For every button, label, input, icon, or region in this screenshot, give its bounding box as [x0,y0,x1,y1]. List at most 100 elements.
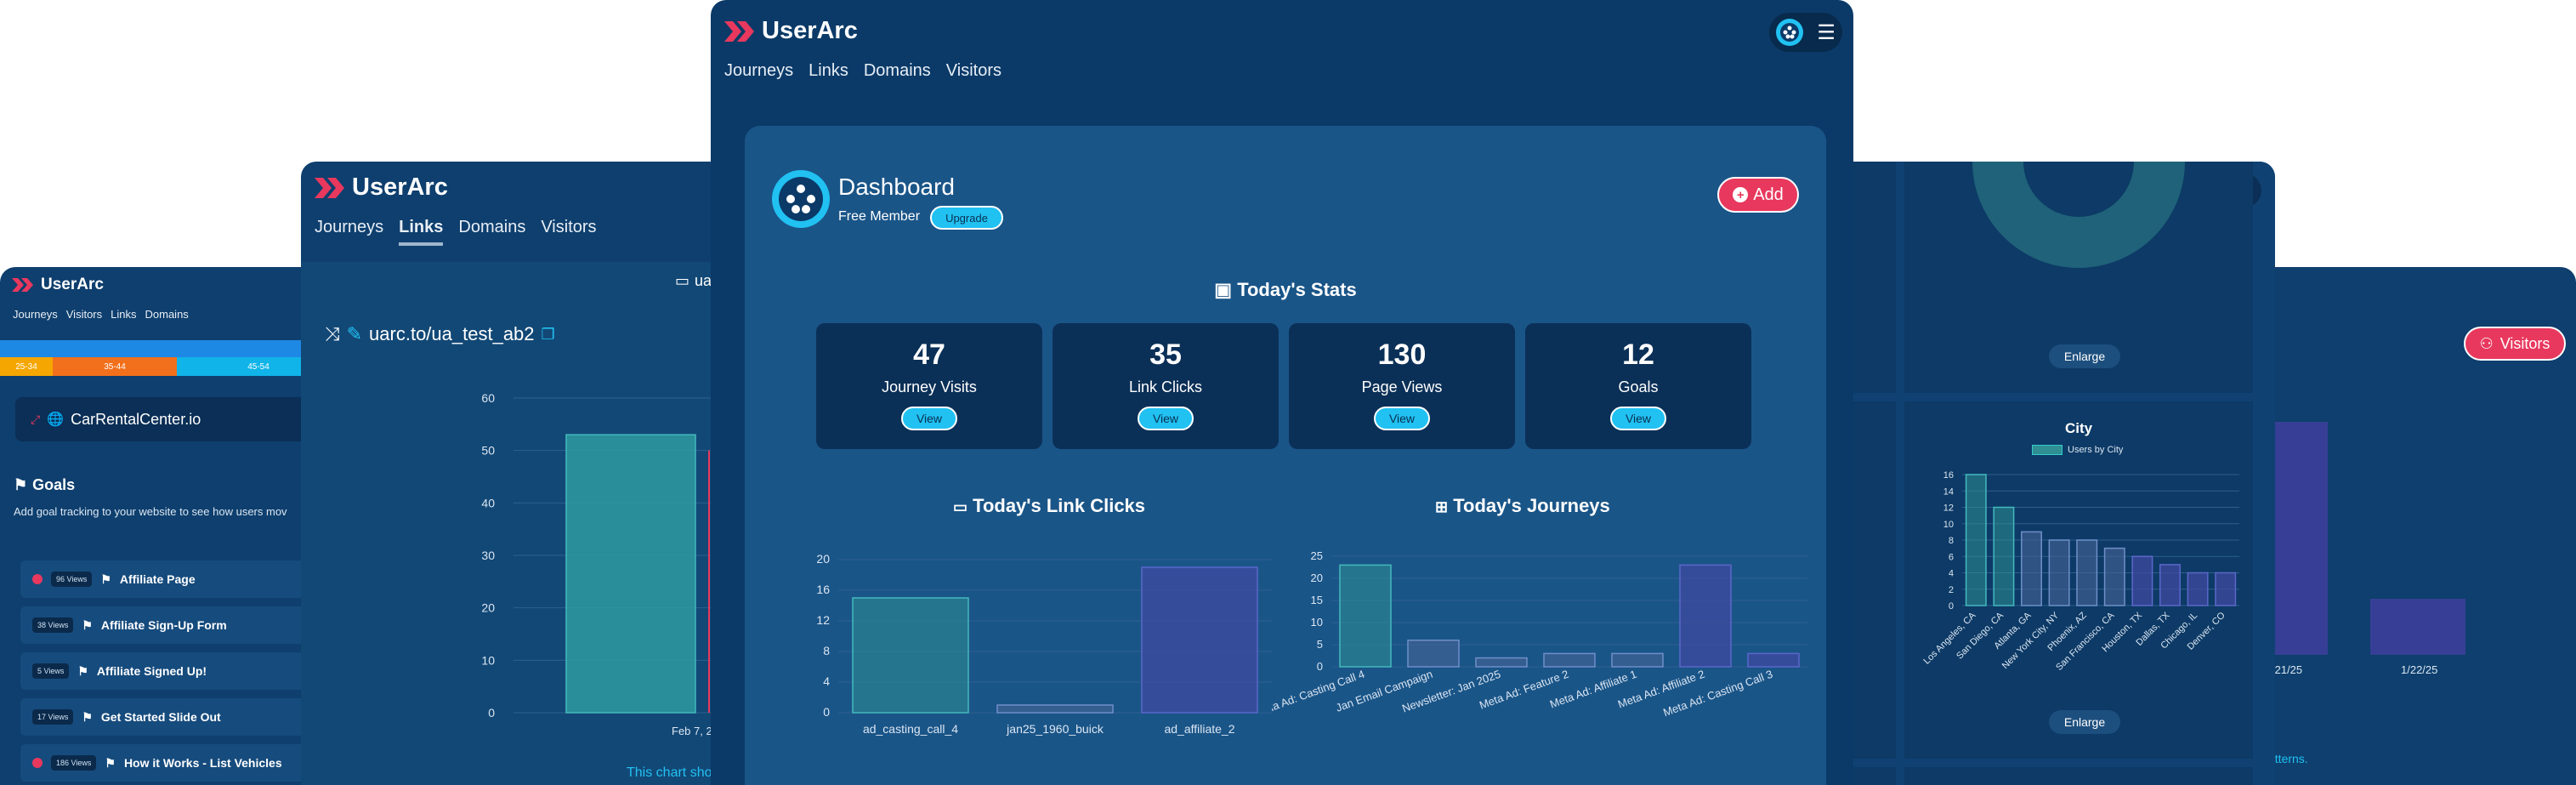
chart-bar [852,597,969,714]
y-tick-label: 10 [481,653,495,667]
view-button[interactable]: View [1138,407,1194,430]
chart-note: atterns. [2268,752,2308,765]
stat-value: 47 [913,338,945,371]
left-window: UserArc Journeys Visitors Links Domains … [0,267,340,785]
enlarge-button[interactable]: Enlarge [2049,344,2120,368]
y-tick-label: 40 [481,496,495,509]
chart-bar [2103,547,2125,606]
y-tick-label: 25 [1311,549,1323,562]
stat-value: 35 [1149,338,1182,371]
enlarge-button[interactable]: Enlarge [2049,710,2120,734]
chart-bar [1747,652,1800,668]
stats-title: ▣ Today's Stats [1214,279,1357,300]
view-button[interactable]: View [1610,407,1666,430]
x-tick-label: ad_casting_call_4 [863,722,958,736]
nav-domains[interactable]: Domains [863,61,931,80]
nav-links[interactable]: Links [809,61,848,80]
chart-bar [2131,555,2153,606]
chart-bar [2048,539,2070,606]
nav-visitors[interactable]: Visitors [541,218,597,236]
nav-domains[interactable]: Domains [458,218,526,236]
copy-icon[interactable]: ❐ [541,325,555,343]
upgrade-button[interactable]: Upgrade [930,206,1003,230]
y-tick-label: 10 [1311,616,1323,629]
right-window: ☰ Enlarge City Users by City 02468101214… [1819,162,2275,785]
stat-card-goals: 12 Goals View [1525,323,1751,449]
nav-journeys[interactable]: Journeys [724,61,794,80]
link-row[interactable]: ⤨ ✎ uarc.to/ua_test_ab2 ❐ [325,323,555,345]
city-panel: City Users by City 0 2 4 6 8 10 12 14 16 Los Ange… [1904,401,2253,759]
nav-links[interactable]: Links [111,308,137,321]
dashboard-title: Dashboard [838,173,955,200]
links-chart: 0 10 20 30 40 50 60 Feb 7, 2 [481,391,735,737]
y-tick-label: 8 [823,644,830,657]
x-tick-label: Feb 7, 2 [672,725,712,737]
y-tick-label: 15 [1311,594,1323,606]
age-bar: 25-34 35-44 45-54 [0,340,340,376]
goal-row[interactable]: 96 Views ⚑ Affiliate Page [20,560,309,598]
y-tick-label: 50 [481,444,495,458]
y-tick-label: 60 [481,391,495,405]
stat-label: Goals [1618,378,1659,395]
header-controls[interactable]: ☰ [1769,13,1842,52]
goal-row[interactable]: 17 Views ⚑ Get Started Slide Out [20,698,309,736]
age-segment-45-54: 45-54 [177,357,340,376]
city-title: City [2064,420,2093,436]
nav-journeys[interactable]: Journeys [315,218,384,236]
age-segment-35-44: 35-44 [53,357,177,376]
chart-bar [1993,506,2015,606]
main-nav: Journeys Links Domains Visitors [724,61,1001,81]
flag-icon: ⚑ [77,663,88,678]
site-card[interactable]: ⤢ 🌐 CarRentalCenter.io [15,397,338,441]
x-tick-label: Meta Ad: Casting Call 4 [1272,668,1366,720]
main-window: UserArc ☰ Journeys Links Domains Visitor… [711,0,1853,785]
nav-journeys[interactable]: Journeys [13,308,58,321]
y-tick-label: 0 [1317,660,1323,673]
main-brand[interactable]: UserArc [724,17,858,45]
goal-row[interactable]: 38 Views ⚑ Affiliate Sign-Up Form [20,606,309,644]
top-label: ▭ ua [675,272,712,289]
chart-bar [1543,652,1596,668]
view-button[interactable]: View [901,407,957,430]
chart-bar [1611,652,1664,668]
chart-note: This chart show [627,765,723,780]
links-window: UserArc Journeys Links Domains Visitors … [301,162,735,785]
avatar-icon[interactable] [1776,19,1804,46]
site-link-icon: ⤢ [31,412,41,426]
y-tick-label: 0 [823,705,830,719]
nav-links[interactable]: Links [399,218,444,246]
y-tick-label: 10 [1943,520,1954,530]
left-nav: Journeys Visitors Links Domains [13,308,189,321]
y-tick-label: 20 [481,601,495,615]
view-button[interactable]: View [1374,407,1430,430]
visitors-button[interactable]: ⚇ Visitors [2464,327,2566,361]
logo-icon [12,278,34,292]
flag-icon: ⚑ [14,476,28,493]
y-tick-label: 0 [1949,601,1954,612]
menu-icon[interactable]: ☰ [1817,20,1836,44]
sitemap-icon: ⊞ [1435,498,1449,515]
age-segment-25-34: 25-34 [0,357,53,376]
dashboard-panel: Dashboard Free Member Upgrade + Add ▣ To… [745,126,1826,785]
y-tick-label: 16 [816,583,830,596]
nav-visitors[interactable]: Visitors [65,308,103,321]
left-brand[interactable]: UserArc [12,276,104,294]
flag-icon: ⚑ [82,617,93,632]
stat-label: Link Clicks [1128,378,1203,395]
stat-card-page-views: 130 Page Views View [1289,323,1515,449]
nav-domains[interactable]: Domains [145,308,189,321]
chart-bar [2187,572,2209,606]
nav-visitors[interactable]: Visitors [945,61,1001,80]
y-tick-label: 8 [1949,536,1954,546]
plus-icon: + [1733,187,1749,202]
flag-icon: ⚑ [105,755,116,770]
goal-row[interactable]: 186 Views ⚑ How it Works - List Vehicles [20,744,309,782]
logo-icon [315,177,345,198]
goal-row[interactable]: 5 Views ⚑ Affiliate Signed Up! [20,652,309,690]
links-brand[interactable]: UserArc [315,173,448,202]
donut-chart [1972,162,2185,268]
legend-swatch [2032,445,2063,455]
add-button[interactable]: + Add [1717,177,1799,213]
chart-bar [2215,572,2237,606]
